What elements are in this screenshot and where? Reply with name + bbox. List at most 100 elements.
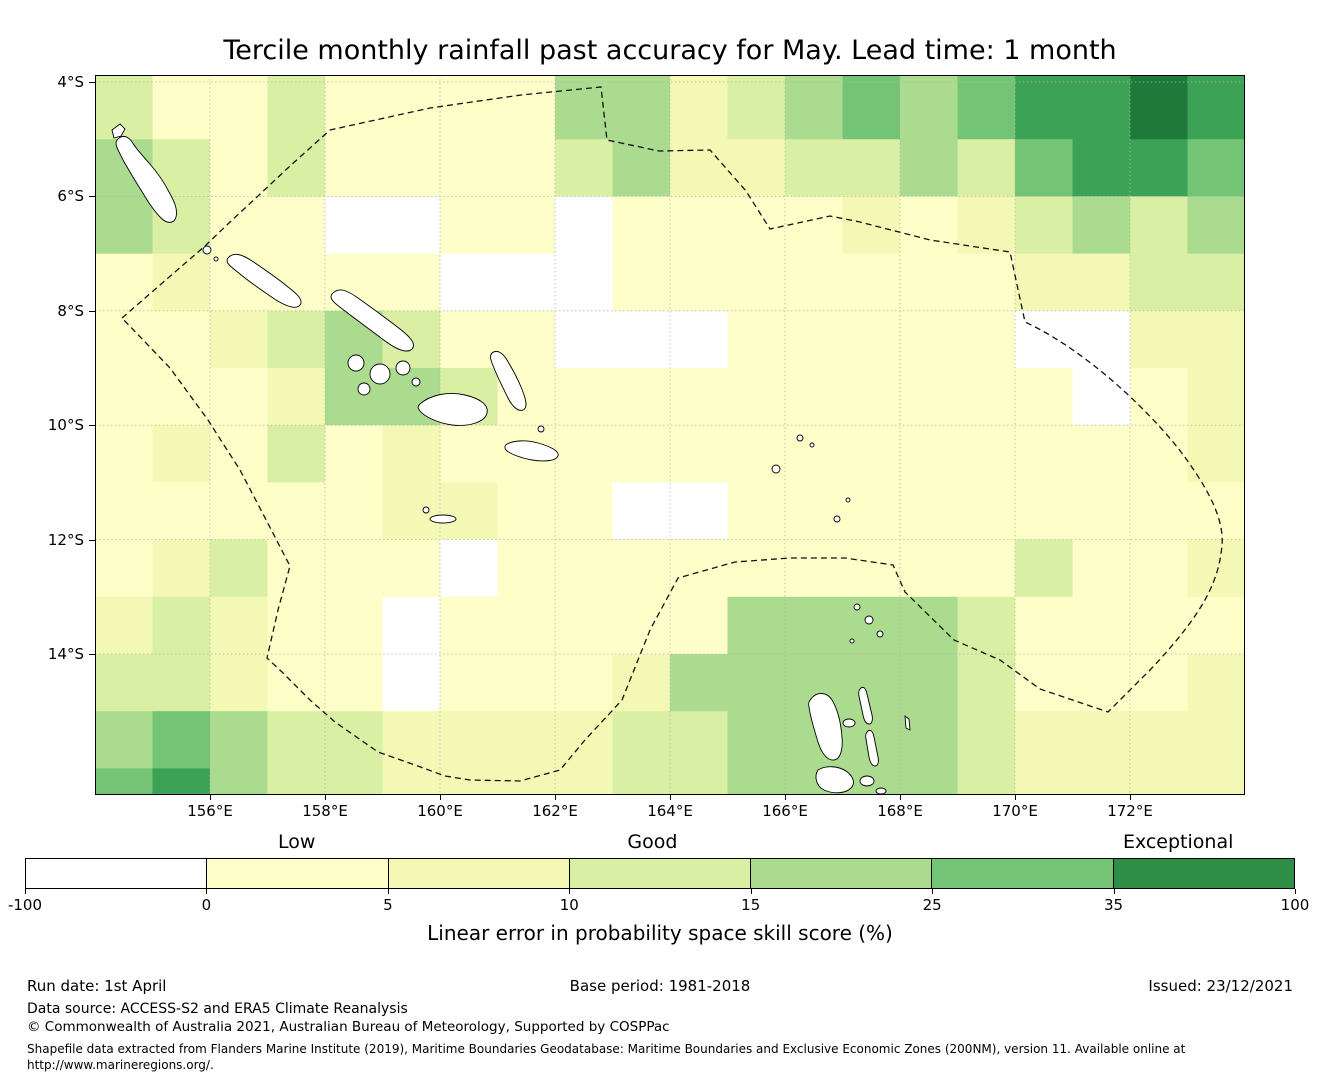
heatmap-cell	[440, 139, 498, 197]
heatmap-cell	[152, 425, 211, 483]
heatmap-cell	[1187, 768, 1245, 795]
heatmap-cell	[1187, 139, 1245, 197]
heatmap-cell	[1015, 711, 1073, 769]
y-tick-label: 4°S	[57, 73, 84, 91]
heatmap-cell	[785, 75, 843, 140]
y-tick-mark	[89, 654, 95, 655]
heatmap-cell	[785, 139, 843, 197]
heatmap-cell	[152, 711, 211, 769]
heatmap-cell	[785, 196, 843, 254]
heatmap-cell	[325, 596, 383, 655]
heatmap-cell	[267, 310, 326, 369]
heatmap-cell	[210, 139, 268, 197]
heatmap-cell	[612, 596, 671, 655]
heatmap-cell	[612, 482, 671, 540]
colorbar-tick-label: 5	[383, 896, 393, 914]
heatmap-cell	[1015, 310, 1073, 369]
heatmap-cell	[842, 482, 901, 540]
x-tick-mark	[785, 795, 786, 800]
colorbar-segment	[1112, 859, 1294, 888]
heatmap-cell	[1072, 425, 1131, 483]
heatmap-cell	[842, 139, 901, 197]
island-coastline	[864, 615, 874, 625]
coastline-ambae	[842, 718, 856, 728]
eez-boundary-line	[121, 86, 1223, 782]
colorbar-segment	[568, 859, 751, 888]
chart-title: Tercile monthly rainfall past accuracy f…	[223, 35, 1117, 66]
heatmap-cell	[1187, 75, 1245, 140]
heatmap-cell	[152, 75, 211, 140]
colorbar-category-label: Exceptional	[1122, 831, 1234, 853]
heatmap-cell	[900, 368, 958, 426]
heatmap-cell	[267, 654, 326, 712]
island-coastline	[369, 363, 391, 385]
heatmap-cell	[670, 425, 728, 483]
x-tick-label: 164°E	[647, 802, 693, 820]
heatmap-cell	[152, 654, 211, 712]
heatmap-cell	[900, 253, 958, 312]
heatmap-cell	[95, 253, 153, 312]
heatmap-cell	[670, 711, 728, 769]
heatmap-cell	[210, 310, 268, 369]
colorbar-tick-label: 35	[1104, 896, 1124, 914]
heatmap-cell	[267, 539, 326, 598]
heatmap-cell	[325, 75, 383, 140]
heatmap-cell	[1015, 596, 1073, 655]
heatmap-cell	[1015, 368, 1073, 426]
island-coastline	[904, 715, 911, 731]
heatmap-cell	[497, 539, 556, 598]
heatmap-cell	[210, 482, 268, 540]
x-tick-mark	[900, 795, 901, 800]
heatmap-cell	[497, 196, 556, 254]
heatmap-cell	[612, 711, 671, 769]
heatmap-cell	[900, 654, 958, 712]
island-coastline	[833, 515, 841, 523]
island-coastline	[213, 256, 219, 262]
coastline-ambrym	[859, 775, 875, 787]
heatmap-cell	[1072, 482, 1131, 540]
heatmap-cell	[612, 196, 671, 254]
heatmap-cell	[957, 654, 1016, 712]
heatmap-cell	[957, 310, 1016, 369]
heatmap-cell	[1187, 368, 1245, 426]
heatmap-cell	[670, 654, 728, 712]
heatmap-cell	[785, 596, 843, 655]
heatmap-cell	[440, 425, 498, 483]
heatmap-cell	[612, 654, 671, 712]
heatmap-cell	[670, 768, 728, 795]
x-tick-mark	[210, 795, 211, 800]
heatmap-cell	[1130, 75, 1188, 140]
heatmap-cell	[382, 768, 441, 795]
heatmap-cell	[957, 768, 1016, 795]
heatmap-cell	[900, 768, 958, 795]
heatmap-cell	[1187, 654, 1245, 712]
heatmap-cell	[957, 596, 1016, 655]
heatmap-cell	[842, 310, 901, 369]
run-date-text: Run date: 1st April	[27, 977, 167, 995]
copyright-text: © Commonwealth of Australia 2021, Austra…	[27, 1019, 670, 1035]
heatmap-cell	[555, 539, 613, 598]
heatmap-cell	[95, 482, 153, 540]
heatmap-cell	[1072, 768, 1131, 795]
heatmap-cell	[555, 768, 613, 795]
heatmap-cell	[1130, 310, 1188, 369]
map-plot	[95, 75, 1245, 795]
heatmap-cell	[325, 196, 383, 254]
heatmap-cell	[727, 139, 786, 197]
heatmap-cell	[727, 310, 786, 369]
colorbar-segment	[206, 859, 388, 888]
coastline-malakula	[815, 766, 854, 794]
coastline-bougainville	[115, 135, 177, 223]
heatmap-cell	[727, 75, 786, 140]
heatmap-cell	[267, 139, 326, 197]
colorbar-tick-mark	[206, 889, 208, 894]
heatmap-cell	[210, 75, 268, 140]
island-coastline	[422, 506, 430, 514]
heatmap-cell	[95, 539, 153, 598]
colorbar-category-label: Good	[627, 831, 678, 853]
heatmap-cell	[785, 368, 843, 426]
map-gridlines	[95, 75, 1245, 795]
heatmap-cell	[152, 253, 211, 312]
heatmap-cell	[210, 196, 268, 254]
